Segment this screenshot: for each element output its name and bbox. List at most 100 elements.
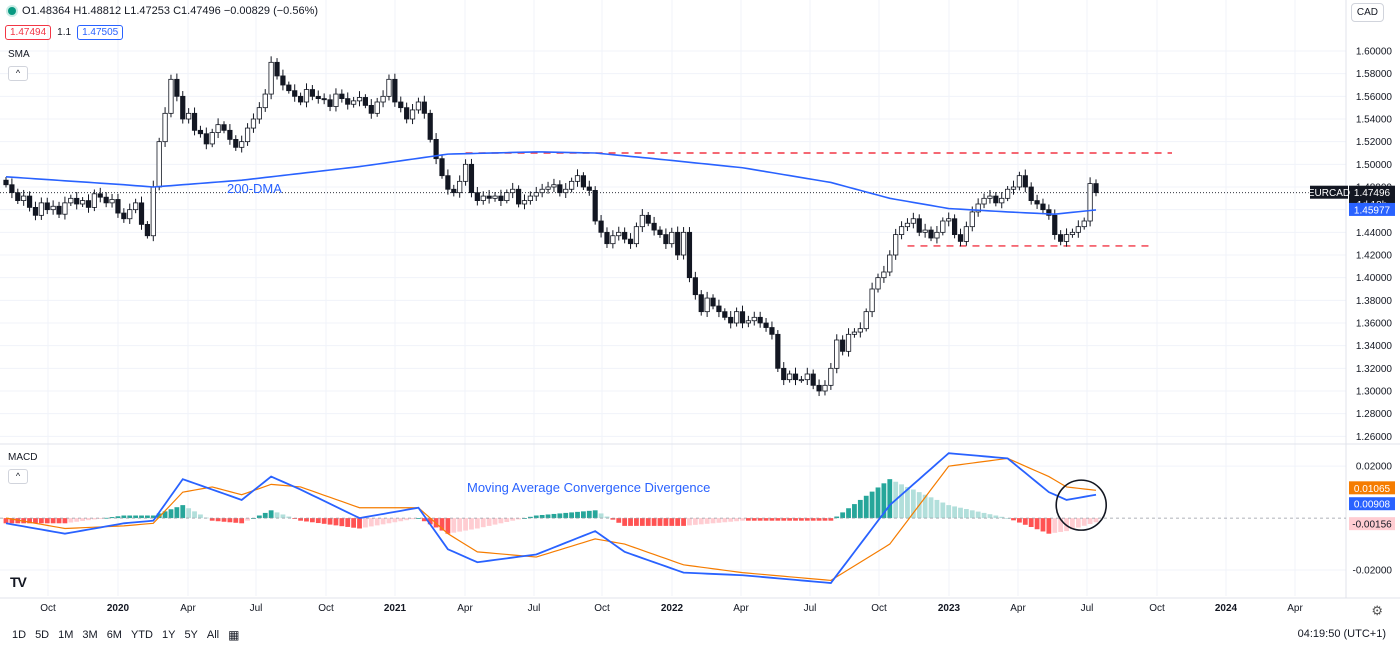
candle bbox=[380, 90, 386, 108]
candle-body bbox=[792, 373, 799, 381]
macd-badge-bg bbox=[1349, 497, 1395, 511]
range-all[interactable]: All bbox=[206, 629, 220, 641]
candle bbox=[262, 89, 268, 112]
candle-body bbox=[274, 61, 280, 77]
candle-body bbox=[97, 193, 103, 198]
range-5y[interactable]: 5Y bbox=[184, 629, 198, 641]
range-1m[interactable]: 1M bbox=[58, 629, 74, 641]
candle bbox=[975, 198, 981, 217]
macd-indicator-label[interactable]: MACD bbox=[8, 452, 38, 463]
candle bbox=[1093, 179, 1099, 197]
histogram-bar bbox=[557, 513, 563, 519]
sma-collapse-button[interactable]: ^ bbox=[8, 66, 28, 81]
histogram-bar bbox=[416, 518, 421, 519]
candle-body bbox=[486, 195, 492, 199]
macd-collapse-button[interactable]: ^ bbox=[8, 469, 28, 484]
candle bbox=[1046, 204, 1052, 220]
range-1d[interactable]: 1D bbox=[12, 629, 27, 641]
histogram-bar bbox=[905, 486, 910, 519]
candle bbox=[680, 227, 687, 260]
histogram-bar bbox=[1093, 518, 1099, 523]
histogram-bar bbox=[510, 518, 516, 521]
histogram-bar bbox=[610, 518, 616, 520]
candle-body bbox=[527, 195, 533, 201]
histogram-bar bbox=[551, 513, 557, 519]
range-1y[interactable]: 1Y bbox=[161, 629, 176, 641]
histogram-bar bbox=[639, 518, 645, 526]
histogram-bar bbox=[745, 518, 751, 521]
currency-button[interactable]: CAD bbox=[1350, 3, 1384, 22]
calendar-icon[interactable]: ▦ bbox=[228, 628, 240, 642]
candle-body bbox=[9, 184, 15, 194]
candle-body bbox=[21, 195, 27, 201]
range-3m[interactable]: 3M bbox=[82, 629, 98, 641]
candle-body bbox=[74, 197, 80, 205]
candle bbox=[769, 321, 775, 340]
sma-indicator-label[interactable]: SMA bbox=[8, 49, 30, 60]
candle-body bbox=[362, 97, 369, 106]
candle bbox=[1016, 171, 1023, 191]
macd-line bbox=[5, 452, 1097, 584]
histogram-bar bbox=[9, 518, 15, 524]
range-ytd[interactable]: YTD bbox=[130, 629, 153, 641]
histogram-bar bbox=[604, 516, 610, 519]
candle-body bbox=[716, 305, 722, 313]
candle-body bbox=[26, 195, 33, 208]
histogram-bar bbox=[1046, 518, 1052, 534]
histogram-bar bbox=[569, 512, 575, 519]
candle bbox=[74, 191, 80, 210]
histogram-bar bbox=[958, 507, 963, 519]
candle-body bbox=[828, 367, 834, 386]
candle bbox=[1040, 198, 1046, 215]
candle bbox=[845, 328, 852, 357]
histogram-bar bbox=[221, 518, 227, 522]
histogram-bar bbox=[681, 518, 686, 526]
candle bbox=[910, 212, 916, 229]
histogram-bar bbox=[527, 516, 533, 519]
candle bbox=[816, 379, 822, 397]
settings-gear-icon[interactable]: ⚙ bbox=[1371, 603, 1383, 618]
candle bbox=[1058, 230, 1064, 246]
candle-body bbox=[280, 75, 286, 86]
candle bbox=[9, 178, 15, 199]
candle-body bbox=[710, 297, 716, 307]
bid-price[interactable]: 1.47494 bbox=[5, 25, 52, 40]
range-6m[interactable]: 6M bbox=[106, 629, 122, 641]
candle-body bbox=[557, 184, 563, 194]
range-5d[interactable]: 5D bbox=[35, 629, 50, 641]
histogram-bar bbox=[575, 511, 580, 519]
candle-body bbox=[515, 188, 522, 205]
histogram-bar bbox=[586, 510, 592, 519]
candle bbox=[1005, 186, 1011, 202]
candle-body bbox=[103, 196, 109, 204]
candle bbox=[610, 230, 616, 249]
candle bbox=[822, 380, 828, 396]
candle-body bbox=[262, 93, 268, 109]
histogram-bar bbox=[1058, 518, 1064, 532]
candle bbox=[963, 221, 969, 246]
histogram-bar bbox=[351, 518, 357, 528]
candle bbox=[1087, 177, 1093, 227]
histogram-bar bbox=[928, 497, 934, 519]
histogram-bar bbox=[1017, 518, 1022, 523]
candle bbox=[869, 282, 875, 318]
candle-body bbox=[404, 107, 410, 120]
candle bbox=[1069, 228, 1076, 238]
candle bbox=[421, 95, 427, 119]
candle bbox=[345, 92, 351, 110]
clock[interactable]: 04:19:50 (UTC+1) bbox=[1297, 628, 1386, 640]
candle-body bbox=[622, 231, 628, 240]
candle-body bbox=[910, 218, 916, 224]
candle bbox=[3, 177, 9, 188]
candle bbox=[303, 83, 310, 108]
candle-body bbox=[68, 197, 74, 204]
candle bbox=[480, 191, 486, 205]
candle bbox=[186, 108, 192, 124]
ask-price[interactable]: 1.47505 bbox=[77, 25, 124, 40]
candle bbox=[109, 193, 115, 208]
candle-body bbox=[386, 78, 392, 97]
histogram-bar bbox=[457, 518, 463, 532]
candle bbox=[227, 124, 233, 145]
histogram-bar bbox=[86, 518, 91, 521]
